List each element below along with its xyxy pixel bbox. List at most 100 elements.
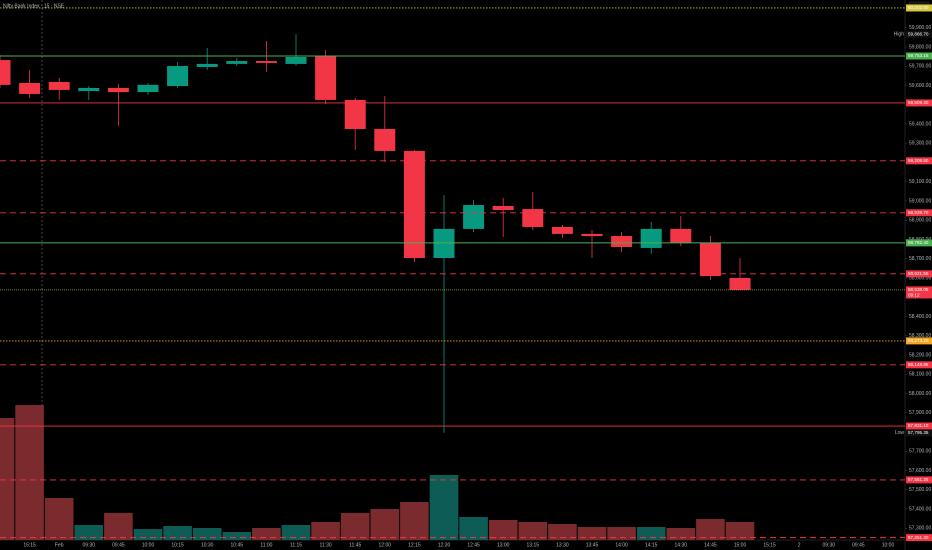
x-tick-label: 10:30: [201, 542, 214, 548]
candle-body: [226, 61, 248, 64]
x-tick-label: 14:30: [675, 542, 688, 548]
volume-bar: [370, 509, 400, 540]
volume-bar: [459, 517, 488, 540]
volume-bar: [577, 527, 607, 540]
candle-body: [78, 87, 100, 92]
level-label-box: [906, 534, 932, 542]
x-tick-label: 09:30: [83, 542, 96, 548]
candle-body: [107, 87, 129, 93]
x-tick-label: 14:15: [645, 542, 658, 548]
candle-body: [551, 226, 573, 234]
level-label: 57,551.25: [908, 477, 929, 482]
volume-bar: [74, 525, 104, 540]
y-tick-label: 59,900.00: [909, 25, 931, 31]
volume-bar: [636, 527, 666, 540]
y-tick-label: 59,300.00: [909, 141, 931, 147]
level-label-box: [906, 157, 932, 165]
x-tick-label: 12:45: [467, 542, 480, 548]
level-label-box: [906, 4, 932, 12]
y-tick-label: 58,900.00: [909, 218, 931, 224]
y-tick-label: 58,000.00: [909, 391, 931, 397]
candle-body: [0, 60, 11, 85]
x-tick-label: 14:45: [704, 542, 717, 548]
volume-bar: [488, 520, 518, 540]
candle-body: [729, 277, 751, 290]
y-tick-label: 59,600.00: [909, 83, 931, 89]
level-label-box: [906, 99, 932, 107]
x-tick-label: 09:45: [112, 542, 125, 548]
volume-bar: [518, 522, 548, 540]
volume-bar: [311, 522, 340, 540]
x-tick-label: 15:15: [23, 542, 36, 548]
candle-body: [640, 228, 662, 248]
volume-bar: [725, 522, 755, 540]
level-label-box: [906, 337, 932, 345]
x-tick-label: 11:30: [320, 542, 332, 548]
volume-bar: [104, 513, 133, 540]
level-label: 57,251.30: [908, 535, 929, 540]
y-tick-label: 59,700.00: [909, 64, 931, 70]
y-tick-label: 59,800.00: [909, 44, 931, 50]
candle-body: [315, 56, 337, 100]
x-tick-label: 11:00: [260, 542, 272, 548]
level-label-box: [906, 52, 932, 60]
y-tick-label: 58,100.00: [909, 372, 931, 378]
y-tick-label: 57,600.00: [909, 468, 931, 474]
x-tick-label: 09:45: [852, 542, 865, 548]
level-label: 58,621.55: [908, 271, 929, 276]
level-label: 59,753.15: [908, 53, 929, 58]
candle-body: [137, 84, 159, 93]
y-tick-label: 58,200.00: [909, 352, 931, 358]
x-tick-label: 10:45: [231, 542, 244, 548]
high-marker-label: 59,866.70: [908, 31, 929, 36]
x-tick-label: 11:15: [290, 542, 302, 548]
volume-bar: [666, 528, 696, 540]
candle-body: [403, 150, 425, 258]
candle-body: [670, 228, 692, 243]
x-tick-label: 12:00: [379, 542, 392, 548]
candle-body: [699, 242, 721, 277]
y-tick-label: 58,400.00: [909, 314, 931, 320]
y-tick-label: 57,400.00: [909, 506, 931, 512]
volume-bar: [340, 513, 370, 540]
candle-body: [463, 205, 485, 229]
x-tick-label: 13:15: [527, 542, 540, 548]
volume-bar: [192, 528, 222, 540]
candle-body: [374, 128, 396, 151]
candle-body: [48, 82, 70, 90]
x-tick-label: 13:45: [586, 542, 599, 548]
candle-body: [522, 209, 544, 227]
level-label-box: [906, 270, 932, 278]
x-tick-label: 11:45: [349, 542, 361, 548]
low-marker-box: [906, 429, 932, 437]
volume-bar: [44, 498, 74, 540]
candle-body: [167, 66, 189, 87]
last-price-label: 58,538.05: [908, 287, 929, 292]
level-label: 58,938.70: [908, 210, 929, 215]
volume-bar: [15, 405, 44, 540]
high-marker-box: [906, 30, 932, 38]
x-tick-label: 10:00: [882, 542, 895, 548]
level-label-box: [906, 209, 932, 217]
high-marker-text: High: [894, 31, 905, 37]
x-tick-label: 12:15: [408, 542, 421, 548]
volume-bar: [0, 418, 15, 540]
y-tick-label: 57,300.00: [909, 526, 931, 532]
y-tick-label: 59,400.00: [909, 121, 931, 127]
x-tick-label: 10:15: [171, 542, 184, 548]
candle-body: [285, 56, 307, 64]
volume-bar: [548, 524, 577, 540]
volume-bar: [252, 528, 281, 540]
x-tick-label: 15:15: [763, 542, 776, 548]
low-marker-text: Low: [895, 430, 905, 436]
y-tick-label: 57,700.00: [909, 449, 931, 455]
volume-bar: [400, 502, 429, 540]
y-tick-label: 58,700.00: [909, 256, 931, 262]
candle-body: [581, 233, 603, 237]
volume-bar: [696, 519, 725, 540]
chart-title: Nifty Bank Index · 15 · NSE: [3, 3, 65, 9]
x-tick-label: 2: [798, 542, 801, 548]
y-tick-label: 58,300.00: [909, 333, 931, 339]
